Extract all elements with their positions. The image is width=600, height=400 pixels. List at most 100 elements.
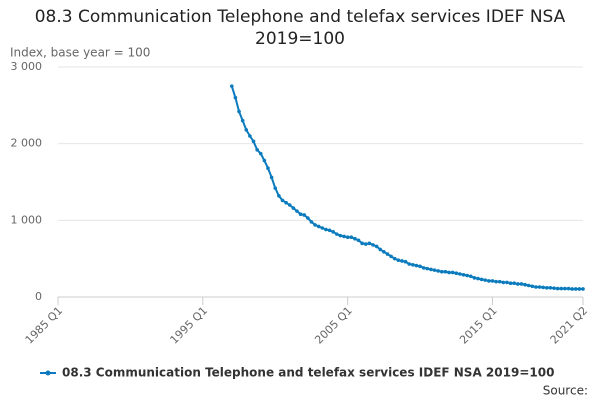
- data-point: [581, 287, 585, 291]
- data-point: [526, 283, 531, 288]
- data-point: [320, 226, 325, 230]
- data-point: [577, 287, 582, 291]
- data-point: [277, 194, 281, 198]
- data-point: [573, 287, 578, 291]
- data-point: [465, 273, 469, 278]
- y-tick-label: 2 000: [11, 137, 43, 150]
- data-point: [494, 279, 498, 284]
- data-point: [563, 286, 567, 291]
- x-tick-label: 1995 Q1: [168, 304, 211, 347]
- data-point: [392, 256, 397, 261]
- data-point: [233, 95, 238, 100]
- data-point: [566, 286, 571, 291]
- data-point: [497, 279, 502, 284]
- data-point: [559, 286, 564, 291]
- data-point: [447, 270, 451, 275]
- data-point: [516, 282, 520, 286]
- data-point: [552, 286, 556, 290]
- data-point: [345, 235, 350, 239]
- data-point: [284, 200, 288, 205]
- data-point: [378, 247, 383, 252]
- data-point: [505, 280, 509, 285]
- data-point: [251, 139, 256, 144]
- data-point: [273, 186, 278, 190]
- data-point: [555, 286, 560, 291]
- data-point: [537, 285, 542, 289]
- data-point: [461, 272, 466, 277]
- data-point: [334, 232, 339, 236]
- data-point: [483, 278, 488, 282]
- data-point: [530, 284, 535, 289]
- data-point: [229, 84, 234, 88]
- data-point: [371, 243, 375, 247]
- y-axis-label: Index, base year = 100: [10, 46, 150, 60]
- data-point: [262, 158, 267, 163]
- data-point: [360, 241, 364, 246]
- data-point: [472, 276, 477, 280]
- data-point: [302, 213, 307, 217]
- data-point: [316, 224, 321, 229]
- legend-marker: [45, 370, 51, 376]
- source: Source:: [543, 384, 588, 398]
- chart-title: 08.3 Communication Telephone and telefax…: [34, 7, 566, 49]
- x-tick-label: 1985 Q1: [23, 304, 66, 347]
- data-point: [349, 235, 354, 239]
- data-point: [425, 266, 430, 271]
- data-point: [501, 280, 506, 285]
- legend-label: 08.3 Communication Telephone and telefax…: [62, 366, 554, 380]
- data-point: [237, 109, 241, 114]
- data-point: [356, 238, 361, 243]
- data-point: [534, 285, 538, 289]
- data-point: [331, 230, 335, 234]
- data-point: [266, 166, 270, 170]
- data-point: [429, 267, 433, 272]
- data-point: [403, 259, 408, 264]
- y-tick-label: 0: [35, 290, 42, 303]
- data-point: [487, 279, 491, 283]
- data-point: [458, 272, 462, 276]
- data-point: [287, 203, 292, 207]
- data-point: [400, 259, 404, 263]
- data-point: [338, 233, 343, 238]
- data-point: [306, 216, 310, 220]
- data-point: [244, 128, 249, 132]
- data-point: [432, 268, 437, 272]
- data-point: [508, 281, 513, 286]
- data-point: [363, 242, 368, 246]
- data-point: [468, 274, 473, 279]
- data-point: [298, 212, 303, 216]
- data-point: [342, 234, 346, 239]
- data-point: [548, 286, 553, 290]
- data-point: [367, 241, 372, 246]
- data-point: [258, 151, 263, 156]
- data-point: [396, 258, 401, 263]
- data-point: [541, 285, 545, 290]
- data-point: [327, 228, 332, 233]
- data-point: [421, 266, 426, 270]
- data-point: [454, 271, 459, 276]
- data-point: [570, 287, 574, 291]
- data-point: [407, 262, 412, 266]
- data-point: [411, 263, 415, 267]
- data-point: [309, 220, 314, 224]
- data-point: [479, 277, 484, 282]
- data-point: [248, 134, 252, 138]
- data-point: [490, 279, 495, 283]
- series-line: [230, 85, 583, 290]
- data-point: [436, 269, 440, 273]
- data-point: [382, 249, 386, 254]
- y-tick-label: 1 000: [11, 213, 43, 226]
- data-point: [476, 276, 480, 281]
- y-tick-label: 3 000: [11, 60, 43, 73]
- data-point: [439, 269, 444, 274]
- x-tick-label: 2015 Q1: [457, 304, 500, 347]
- data-point: [374, 244, 379, 249]
- data-point: [523, 282, 527, 287]
- data-point: [324, 227, 328, 232]
- data-point: [414, 263, 419, 268]
- data-point: [443, 269, 448, 274]
- data-point: [280, 198, 285, 203]
- data-point: [353, 236, 357, 241]
